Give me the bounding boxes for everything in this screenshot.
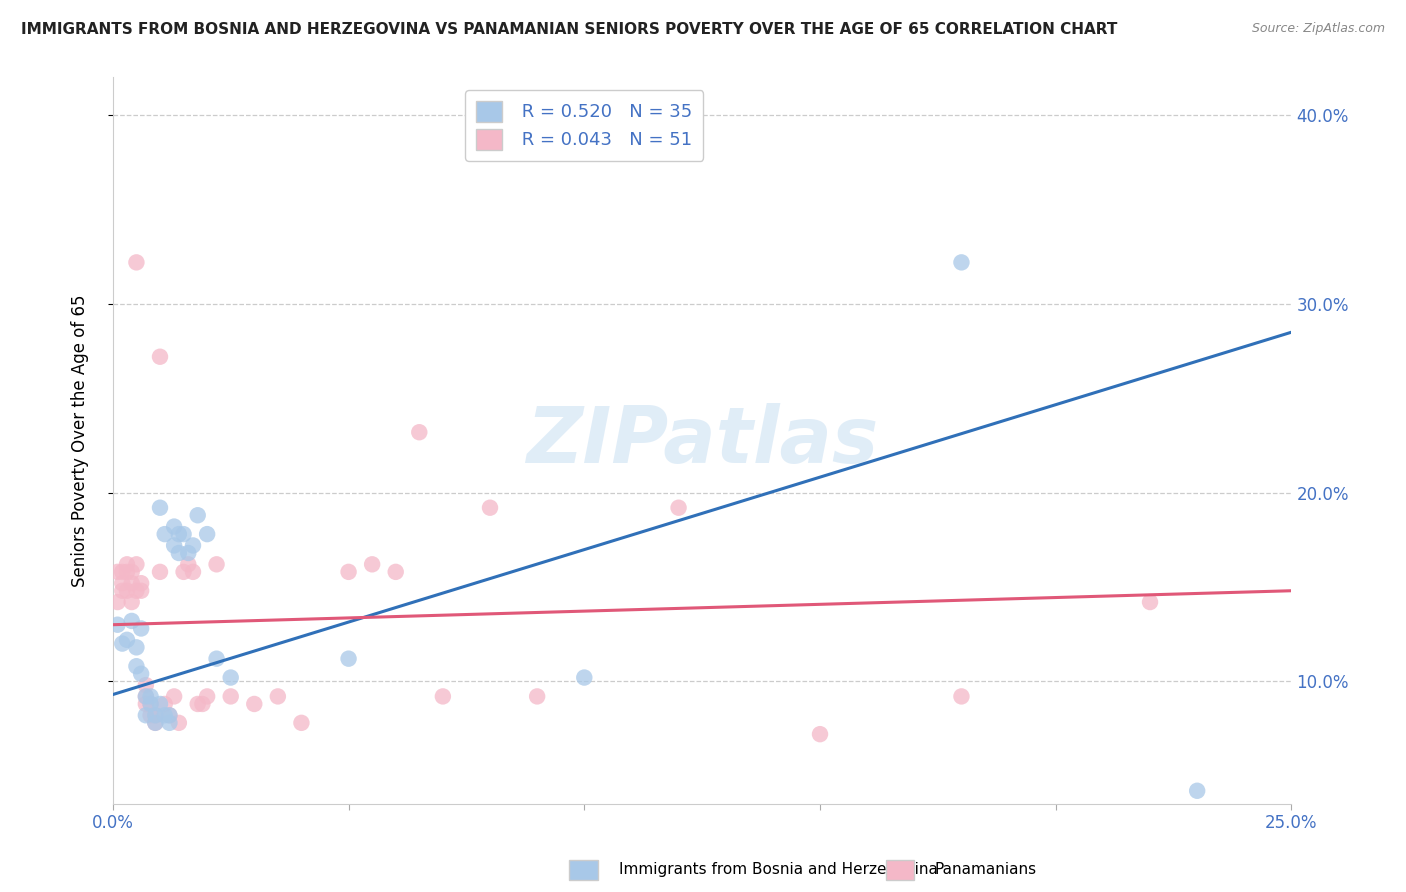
- Point: [163, 519, 186, 533]
- Point: [107, 617, 129, 632]
- Point: [153, 527, 176, 541]
- Point: [361, 558, 384, 572]
- Point: [125, 558, 148, 572]
- Point: [149, 500, 172, 515]
- Text: Immigrants from Bosnia and Herzegovina: Immigrants from Bosnia and Herzegovina: [619, 863, 938, 877]
- Point: [115, 565, 138, 579]
- Point: [574, 671, 596, 685]
- Point: [950, 255, 973, 269]
- Point: [139, 708, 162, 723]
- Point: [173, 527, 195, 541]
- Point: [159, 708, 181, 723]
- Point: [149, 565, 172, 579]
- Point: [159, 715, 181, 730]
- Point: [115, 583, 138, 598]
- Point: [219, 690, 242, 704]
- Point: [219, 671, 242, 685]
- Point: [129, 666, 152, 681]
- Point: [408, 425, 430, 440]
- Point: [267, 690, 290, 704]
- Point: [187, 697, 209, 711]
- Point: [181, 565, 204, 579]
- Point: [384, 565, 406, 579]
- Text: IMMIGRANTS FROM BOSNIA AND HERZEGOVINA VS PANAMANIAN SENIORS POVERTY OVER THE AG: IMMIGRANTS FROM BOSNIA AND HERZEGOVINA V…: [21, 22, 1118, 37]
- Point: [125, 640, 148, 655]
- Point: [125, 583, 148, 598]
- Point: [135, 678, 157, 692]
- Point: [121, 595, 143, 609]
- Point: [191, 697, 214, 711]
- Point: [111, 583, 134, 598]
- Point: [163, 538, 186, 552]
- Point: [205, 651, 228, 665]
- Point: [125, 659, 148, 673]
- Point: [135, 690, 157, 704]
- Point: [121, 614, 143, 628]
- Point: [139, 697, 162, 711]
- Point: [195, 690, 218, 704]
- Point: [337, 651, 360, 665]
- Point: [526, 690, 548, 704]
- Point: [177, 558, 200, 572]
- Point: [243, 697, 266, 711]
- Point: [668, 500, 690, 515]
- Point: [129, 576, 152, 591]
- Text: Panamanians: Panamanians: [935, 863, 1038, 877]
- Point: [167, 715, 190, 730]
- Point: [107, 595, 129, 609]
- Point: [143, 715, 166, 730]
- Point: [153, 708, 176, 723]
- Point: [143, 708, 166, 723]
- Point: [129, 622, 152, 636]
- Point: [205, 558, 228, 572]
- Point: [1185, 784, 1208, 798]
- Point: [337, 565, 360, 579]
- Point: [163, 690, 186, 704]
- Point: [149, 350, 172, 364]
- Point: [121, 576, 143, 591]
- Point: [135, 708, 157, 723]
- Point: [195, 527, 218, 541]
- Point: [115, 558, 138, 572]
- Point: [432, 690, 454, 704]
- Point: [290, 715, 312, 730]
- Point: [115, 632, 138, 647]
- Point: [129, 583, 152, 598]
- Point: [143, 715, 166, 730]
- Point: [1139, 595, 1161, 609]
- Point: [159, 708, 181, 723]
- Point: [950, 690, 973, 704]
- Point: [135, 697, 157, 711]
- Point: [121, 565, 143, 579]
- Point: [107, 565, 129, 579]
- Legend:  R = 0.520   N = 35,  R = 0.043   N = 51: R = 0.520 N = 35, R = 0.043 N = 51: [465, 90, 703, 161]
- Point: [135, 690, 157, 704]
- Point: [479, 500, 502, 515]
- Point: [153, 697, 176, 711]
- Point: [139, 690, 162, 704]
- Point: [181, 538, 204, 552]
- Text: Source: ZipAtlas.com: Source: ZipAtlas.com: [1251, 22, 1385, 36]
- Point: [173, 565, 195, 579]
- Point: [187, 508, 209, 523]
- Point: [143, 708, 166, 723]
- Point: [167, 546, 190, 560]
- Point: [125, 255, 148, 269]
- Point: [149, 697, 172, 711]
- Point: [177, 546, 200, 560]
- Point: [111, 636, 134, 650]
- Y-axis label: Seniors Poverty Over the Age of 65: Seniors Poverty Over the Age of 65: [72, 294, 89, 587]
- Point: [808, 727, 831, 741]
- Point: [139, 697, 162, 711]
- Point: [111, 565, 134, 579]
- Point: [111, 576, 134, 591]
- Text: ZIPatlas: ZIPatlas: [526, 402, 879, 479]
- Point: [167, 527, 190, 541]
